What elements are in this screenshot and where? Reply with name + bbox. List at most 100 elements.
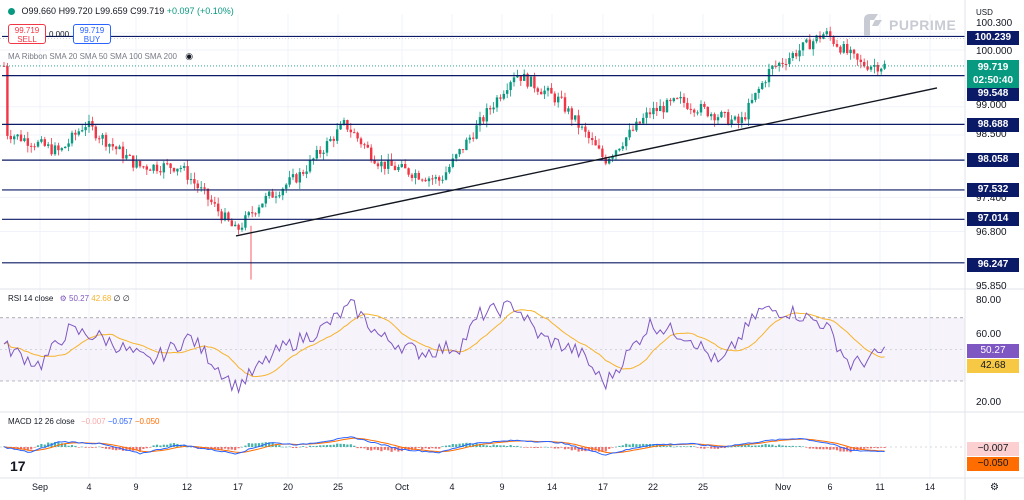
candle-body	[839, 46, 842, 53]
candle-body	[393, 165, 397, 171]
rsi-value: 50.27	[69, 294, 90, 303]
time-tick: 22	[647, 482, 659, 492]
candle-body	[567, 108, 570, 112]
macd-histogram-bar	[628, 444, 631, 447]
macd-histogram-bar	[788, 445, 791, 447]
buy-button[interactable]: 99.719 BUY	[73, 24, 111, 44]
candle-body	[478, 117, 482, 126]
macd-histogram-bar	[682, 446, 686, 447]
candle-body	[125, 154, 128, 159]
macd-histogram-bar	[400, 447, 403, 452]
tradingview-logo[interactable]: 17	[10, 458, 26, 474]
candle-body	[169, 163, 172, 168]
candle-body	[788, 58, 791, 65]
candle-body	[710, 114, 713, 117]
candle-body	[676, 98, 679, 100]
macd-histogram-bar	[251, 443, 254, 447]
candle-body	[77, 131, 80, 135]
macd-histogram-bar	[669, 445, 672, 447]
macd-histogram-bar	[710, 447, 713, 449]
macd-histogram-bar	[781, 445, 784, 447]
candle-body	[703, 103, 706, 107]
buy-price: 99.719	[79, 26, 105, 35]
macd-histogram-bar	[730, 446, 733, 448]
candle-body	[550, 87, 553, 94]
candle-body	[121, 146, 125, 159]
macd-histogram-bar	[859, 447, 862, 450]
macd-histogram-bar	[791, 445, 794, 447]
candle-body	[53, 145, 57, 155]
macd-histogram-bar	[349, 444, 352, 447]
macd-histogram-bar	[234, 447, 237, 451]
macd-histogram-bar	[346, 444, 349, 447]
sell-button[interactable]: 99.719 SELL	[8, 24, 46, 44]
macd-histogram-bar	[458, 443, 461, 447]
macd-hist-tag: −0.007	[967, 442, 1019, 456]
macd-histogram-bar	[863, 447, 866, 449]
candle-body	[509, 82, 512, 91]
macd-histogram-bar	[829, 447, 832, 450]
candle-body	[570, 108, 573, 120]
macd-histogram-bar	[155, 444, 159, 447]
candle-body	[268, 191, 271, 196]
candle-body	[502, 93, 505, 99]
rsi-na-2: ∅	[122, 294, 130, 303]
candle-body	[873, 64, 876, 67]
close-value: C99.719	[130, 6, 165, 16]
macd-histogram-bar	[737, 445, 740, 447]
sell-label: SELL	[17, 35, 37, 44]
candle-body	[659, 105, 662, 112]
eye-icon[interactable]: ◉	[185, 51, 194, 61]
candle-body	[40, 139, 43, 142]
currency-label[interactable]: USD	[976, 8, 993, 17]
macd-histogram-bar	[217, 447, 220, 450]
candle-body	[142, 166, 145, 168]
macd-histogram-bar	[822, 447, 825, 450]
macd-histogram-bar	[608, 447, 611, 449]
macd-histogram-bar	[274, 444, 278, 447]
rsi-legend[interactable]: RSI 14 close ⚙ 50.27 42.68 ∅ ∅	[8, 294, 130, 303]
macd-histogram-bar	[444, 445, 448, 447]
macd-histogram-bar	[699, 447, 703, 449]
macd-histogram-bar	[499, 445, 502, 447]
macd-histogram-bar	[604, 447, 607, 452]
macd-histogram-bar	[631, 443, 635, 447]
candle-body	[652, 107, 655, 115]
candle-body	[98, 138, 101, 140]
macd-histogram-bar	[587, 447, 590, 451]
candle-body	[166, 163, 169, 165]
candle-body	[761, 82, 764, 89]
macd-histogram-bar	[111, 447, 114, 450]
macd-histogram-bar	[778, 444, 781, 447]
market-status-icon	[8, 8, 15, 16]
candle-body	[655, 107, 658, 112]
macd-histogram-bar	[795, 446, 798, 447]
candle-body	[672, 98, 675, 102]
macd-histogram-bar	[774, 445, 777, 447]
candle-body	[193, 179, 196, 184]
candle-body	[183, 166, 186, 168]
candle-body	[81, 130, 84, 132]
level-tag: 97.014	[967, 212, 1019, 226]
candle-body	[608, 158, 611, 164]
candle-body	[716, 117, 720, 121]
ma-ribbon-legend[interactable]: MA Ribbon SMA 20 SMA 50 SMA 100 SMA 200 …	[8, 51, 193, 62]
candle-body	[689, 108, 692, 110]
candle-body	[580, 126, 584, 128]
candle-body	[410, 174, 414, 179]
macd-legend[interactable]: MACD 12 26 close −0.007 −0.057 −0.050	[8, 417, 160, 426]
candle-body	[383, 161, 386, 169]
macd-histogram-bar	[135, 447, 138, 451]
rsi-line	[3, 298, 886, 395]
candle-body	[33, 146, 36, 148]
macd-histogram-bar	[723, 447, 726, 449]
settings-icon[interactable]: ⚙	[990, 482, 999, 493]
macd-histogram-bar	[288, 446, 291, 448]
macd-histogram-bar	[322, 445, 325, 447]
candle-body	[475, 125, 478, 139]
candle-body	[859, 59, 862, 62]
candle-body	[36, 141, 40, 147]
brand-logo: PUPRIME	[858, 12, 956, 38]
